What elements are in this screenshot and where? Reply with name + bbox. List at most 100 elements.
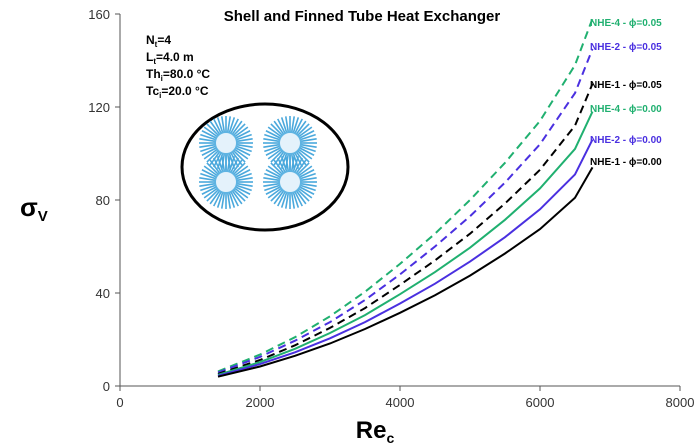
fin-line [270,162,283,175]
fin-line [298,148,313,160]
fin-line [201,169,217,178]
fin-line [277,191,286,207]
fin-line [267,165,282,177]
fin-line [235,186,251,195]
fin-line [200,145,216,153]
fin-line [298,187,313,199]
parameter-value: =4.0 m [156,50,194,64]
fin-line [277,152,286,168]
fin-line [199,143,216,149]
fin-line [236,143,253,149]
fin-line [230,152,239,168]
fin-line [213,152,222,168]
fin-line [295,190,307,205]
fin-line [236,133,252,141]
tube-circle [214,170,238,194]
fin-line [284,116,290,133]
y-tick-label: 120 [88,100,110,115]
fin-line [203,126,218,138]
parameter-text: Thi=80.0 °C [146,67,210,83]
fin-line [264,145,280,153]
series-line [217,83,594,375]
parameter-value: =4 [157,33,171,47]
fin-line [267,148,282,160]
fin-line [294,191,303,207]
fin-line [233,189,246,202]
fin-line [233,150,246,163]
fin-line [201,186,217,195]
x-tick-label: 2000 [246,395,275,410]
y-axis-label: σV [20,192,48,225]
x-tick-label: 6000 [526,395,555,410]
fin-line [199,137,216,143]
parameter-subscript: t [155,40,158,49]
fin-line [270,150,283,163]
fin-line [236,176,253,182]
fin-line [263,176,280,182]
x-tick-label: 0 [116,395,123,410]
fin-line [297,150,310,163]
fin-line [292,192,300,208]
series-label: NHE-1 - ϕ=0.00 [590,157,662,168]
fin-line [290,116,296,133]
finned-tube-icon [199,155,253,209]
y-axis-label-sub: V [38,208,48,225]
fin-line [226,116,232,133]
fin-line [199,182,216,188]
fin-line [299,147,315,156]
finned-tubes [199,116,317,209]
fin-line [231,120,243,135]
parameter-name: L [146,50,153,64]
fin-line [216,192,224,208]
series-line [217,166,594,378]
fin-line [206,189,219,202]
fin-line [199,176,216,182]
series-label: NHE-4 - ϕ=0.05 [590,18,662,29]
y-tick-label: 160 [88,7,110,22]
fin-line [201,147,217,156]
fin-line [220,116,226,133]
fin-line [206,150,219,163]
fin-line [280,192,288,208]
fin-line [235,147,251,156]
x-axis-label-main: Re [356,417,387,444]
fin-line [213,191,222,207]
series-labels: NHE-4 - ϕ=0.05 NHE-2 - ϕ=0.05 NHE-1 - ϕ=0.… [590,18,662,168]
fin-line [295,120,307,135]
fin-line [290,155,296,172]
fin-line [284,192,290,209]
tube-circle [278,131,302,155]
fin-line [300,145,316,153]
fin-line [216,156,224,172]
fin-line [264,133,280,141]
fin-line [267,187,282,199]
finned-tube-icon [263,116,317,170]
fin-line [298,165,313,177]
fin-line [203,148,218,160]
fin-line [298,126,313,138]
fin-line [209,159,221,174]
fin-line [233,123,246,136]
fin-line [226,155,232,172]
y-tick-label: 80 [96,193,110,208]
fin-line [236,184,252,192]
fin-line [270,189,283,202]
fin-line [294,157,303,173]
fin-line [216,117,224,133]
x-tick-label: 4000 [386,395,415,410]
y-tick-label: 0 [103,379,110,394]
parameter-text: Nt=4 [146,33,171,49]
fin-line [220,155,226,172]
y-axis-label-main: σ [20,192,38,222]
fin-line [300,182,317,188]
fin-line [300,172,316,180]
fin-line [273,120,285,135]
fin-line [265,186,281,195]
fin-line [206,162,219,175]
tube-circle [214,131,238,155]
fin-line [209,120,221,135]
x-axis-label-sub: c [386,430,394,446]
x-tick-label: 8000 [666,395,695,410]
